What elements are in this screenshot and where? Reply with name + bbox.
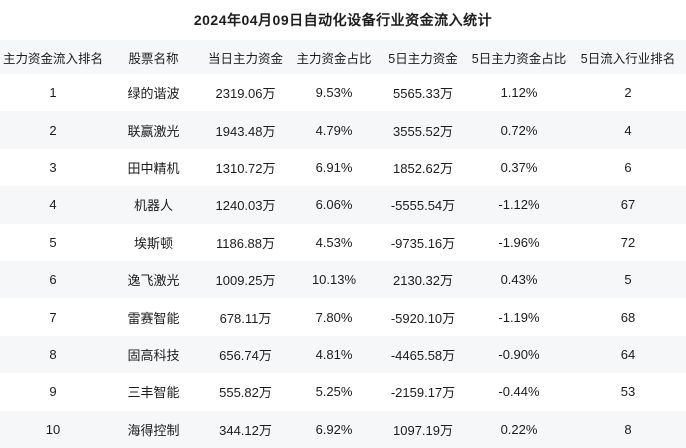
column-header-2: 当日主力资金 bbox=[207, 51, 283, 66]
cell-r4-c3: 6.06% bbox=[315, 197, 353, 213]
cell-r8-c5: -0.90% bbox=[498, 346, 540, 362]
cell-r1-c4: 5565.33万 bbox=[393, 86, 453, 102]
table-row: 6 逸飞激光 1009.25万 10.13% 2130.32万 0.43% 5 bbox=[0, 260, 686, 299]
cell-r9-c0: 9 bbox=[49, 384, 57, 400]
cell-r3-c4: 1852.62万 bbox=[393, 160, 453, 176]
cell-r6-c6: 5 bbox=[624, 272, 632, 288]
table-row: 10 海得控制 344.12万 6.92% 1097.19万 0.22% 8 bbox=[0, 410, 686, 448]
cell-r6-c4: 2130.32万 bbox=[393, 273, 453, 289]
cell-r6-c1: 逸飞激光 bbox=[127, 273, 180, 289]
table-row: 9 三丰智能 555.82万 5.25% -2159.17万 -0.44% 53 bbox=[0, 373, 686, 410]
cell-r9-c4: -2159.17万 bbox=[390, 385, 456, 401]
cell-r4-c5: -1.12% bbox=[498, 197, 540, 213]
cell-r7-c4: -5920.10万 bbox=[390, 310, 456, 326]
cell-r2-c1: 联赢激光 bbox=[127, 123, 180, 139]
page-title: 2024年04月09日自动化设备行业资金流入统计 bbox=[193, 12, 493, 28]
cell-r3-c2: 1310.72万 bbox=[215, 160, 276, 176]
cell-r4-c2: 1240.03万 bbox=[215, 198, 276, 214]
cell-r5-c1: 埃斯顿 bbox=[133, 235, 173, 251]
table-row: 3 田中精机 1310.72万 6.91% 1852.62万 0.37% 6 bbox=[0, 149, 686, 186]
cell-r4-c0: 4 bbox=[49, 197, 57, 213]
column-header-1: 股票名称 bbox=[128, 51, 179, 66]
cell-r2-c0: 2 bbox=[49, 122, 57, 138]
cell-r10-c1: 海得控制 bbox=[127, 422, 180, 438]
cell-r8-c2: 656.74万 bbox=[219, 347, 272, 363]
cell-r1-c3: 9.53% bbox=[315, 85, 353, 101]
column-header-4: 5日主力资金 bbox=[388, 51, 458, 66]
cell-r2-c6: 4 bbox=[624, 122, 632, 138]
cell-r10-c3: 6.92% bbox=[315, 421, 353, 437]
cell-r5-c4: -9735.16万 bbox=[390, 235, 456, 251]
cell-r3-c5: 0.37% bbox=[500, 159, 538, 175]
cell-r5-c3: 4.53% bbox=[315, 234, 353, 250]
cell-r7-c1: 雷赛智能 bbox=[127, 310, 180, 326]
table-header-row: 主力资金流入排名 股票名称 当日主力资金 主力资金占比 5日主力资金 5日主力资金占比 5日… bbox=[0, 40, 686, 74]
cell-r9-c2: 555.82万 bbox=[219, 385, 272, 401]
cell-r6-c5: 0.43% bbox=[500, 272, 538, 288]
table-row: 5 埃斯顿 1186.88万 4.53% -9735.16万 -1.96% 72 bbox=[0, 224, 686, 261]
cell-r9-c1: 三丰智能 bbox=[127, 385, 180, 401]
cell-r8-c1: 固高科技 bbox=[127, 347, 180, 363]
cell-r3-c0: 3 bbox=[49, 159, 57, 175]
table-body: 1 绿的谐波 2319.06万 9.53% 5565.33万 1.12% 2 2 联赢激光 194… bbox=[0, 74, 686, 448]
fund-flow-table: 主力资金流入排名 股票名称 当日主力资金 主力资金占比 5日主力资金 5日主力资金占比 5日… bbox=[0, 40, 686, 448]
cell-r7-c6: 68 bbox=[620, 309, 636, 325]
table-header: 主力资金流入排名 股票名称 当日主力资金 主力资金占比 5日主力资金 5日主力资金占比 5日… bbox=[0, 40, 686, 74]
cell-r10-c5: 0.22% bbox=[500, 421, 538, 437]
table-row: 1 绿的谐波 2319.06万 9.53% 5565.33万 1.12% 2 bbox=[0, 74, 686, 111]
cell-r8-c4: -4465.58万 bbox=[390, 347, 456, 363]
cell-r9-c3: 5.25% bbox=[315, 384, 353, 400]
cell-r7-c3: 7.80% bbox=[315, 309, 353, 325]
table-row: 7 雷赛智能 678.11万 7.80% -5920.10万 -1.19% 68 bbox=[0, 298, 686, 335]
cell-r9-c5: -0.44% bbox=[498, 384, 540, 400]
cell-r2-c2: 1943.48万 bbox=[215, 123, 276, 139]
column-header-6: 5日流入行业排名 bbox=[580, 51, 676, 66]
cell-r3-c1: 田中精机 bbox=[127, 160, 180, 176]
cell-r2-c3: 4.79% bbox=[315, 122, 353, 138]
cell-r1-c1: 绿的谐波 bbox=[127, 86, 180, 102]
cell-r6-c3: 10.13% bbox=[311, 272, 357, 288]
cell-r4-c1: 机器人 bbox=[133, 198, 173, 214]
cell-r3-c3: 6.91% bbox=[315, 159, 353, 175]
cell-r5-c2: 1186.88万 bbox=[215, 235, 276, 251]
cell-r7-c0: 7 bbox=[49, 309, 57, 325]
cell-r1-c6: 2 bbox=[624, 85, 632, 101]
cell-r2-c5: 0.72% bbox=[500, 122, 538, 138]
cell-r5-c6: 72 bbox=[620, 234, 636, 250]
cell-r3-c6: 6 bbox=[624, 159, 632, 175]
cell-r9-c6: 53 bbox=[620, 384, 636, 400]
cell-r8-c0: 8 bbox=[49, 346, 57, 362]
cell-r5-c0: 5 bbox=[49, 234, 57, 250]
cell-r1-c0: 1 bbox=[49, 85, 57, 101]
cell-r6-c0: 6 bbox=[49, 272, 57, 288]
cell-r7-c2: 678.11万 bbox=[219, 310, 272, 326]
cell-r1-c5: 1.12% bbox=[500, 85, 538, 101]
cell-r7-c5: -1.19% bbox=[498, 309, 540, 325]
cell-r4-c6: 67 bbox=[620, 197, 636, 213]
table-row: 2 联赢激光 1943.48万 4.79% 3555.52万 0.72% 4 bbox=[0, 111, 686, 149]
column-header-5: 5日主力资金占比 bbox=[471, 51, 567, 66]
cell-r4-c4: -5555.54万 bbox=[390, 198, 456, 214]
cell-r1-c2: 2319.06万 bbox=[215, 86, 276, 102]
cell-r2-c4: 3555.52万 bbox=[393, 123, 453, 139]
cell-r8-c6: 64 bbox=[620, 346, 636, 362]
cell-r10-c4: 1097.19万 bbox=[393, 422, 453, 438]
cell-r10-c2: 344.12万 bbox=[219, 422, 272, 438]
column-header-0: 主力资金流入排名 bbox=[2, 51, 103, 66]
table-row: 8 固高科技 656.74万 4.81% -4465.58万 -0.90% 64 bbox=[0, 335, 686, 374]
table-row: 4 机器人 1240.03万 6.06% -5555.54万 -1.12% 67 bbox=[0, 186, 686, 224]
cell-r5-c5: -1.96% bbox=[498, 234, 540, 250]
cell-r8-c3: 4.81% bbox=[315, 346, 353, 362]
cell-r6-c2: 1009.25万 bbox=[215, 273, 276, 289]
cell-r10-c6: 8 bbox=[624, 421, 632, 437]
column-header-3: 主力资金占比 bbox=[296, 51, 372, 66]
cell-r10-c0: 10 bbox=[45, 421, 61, 437]
